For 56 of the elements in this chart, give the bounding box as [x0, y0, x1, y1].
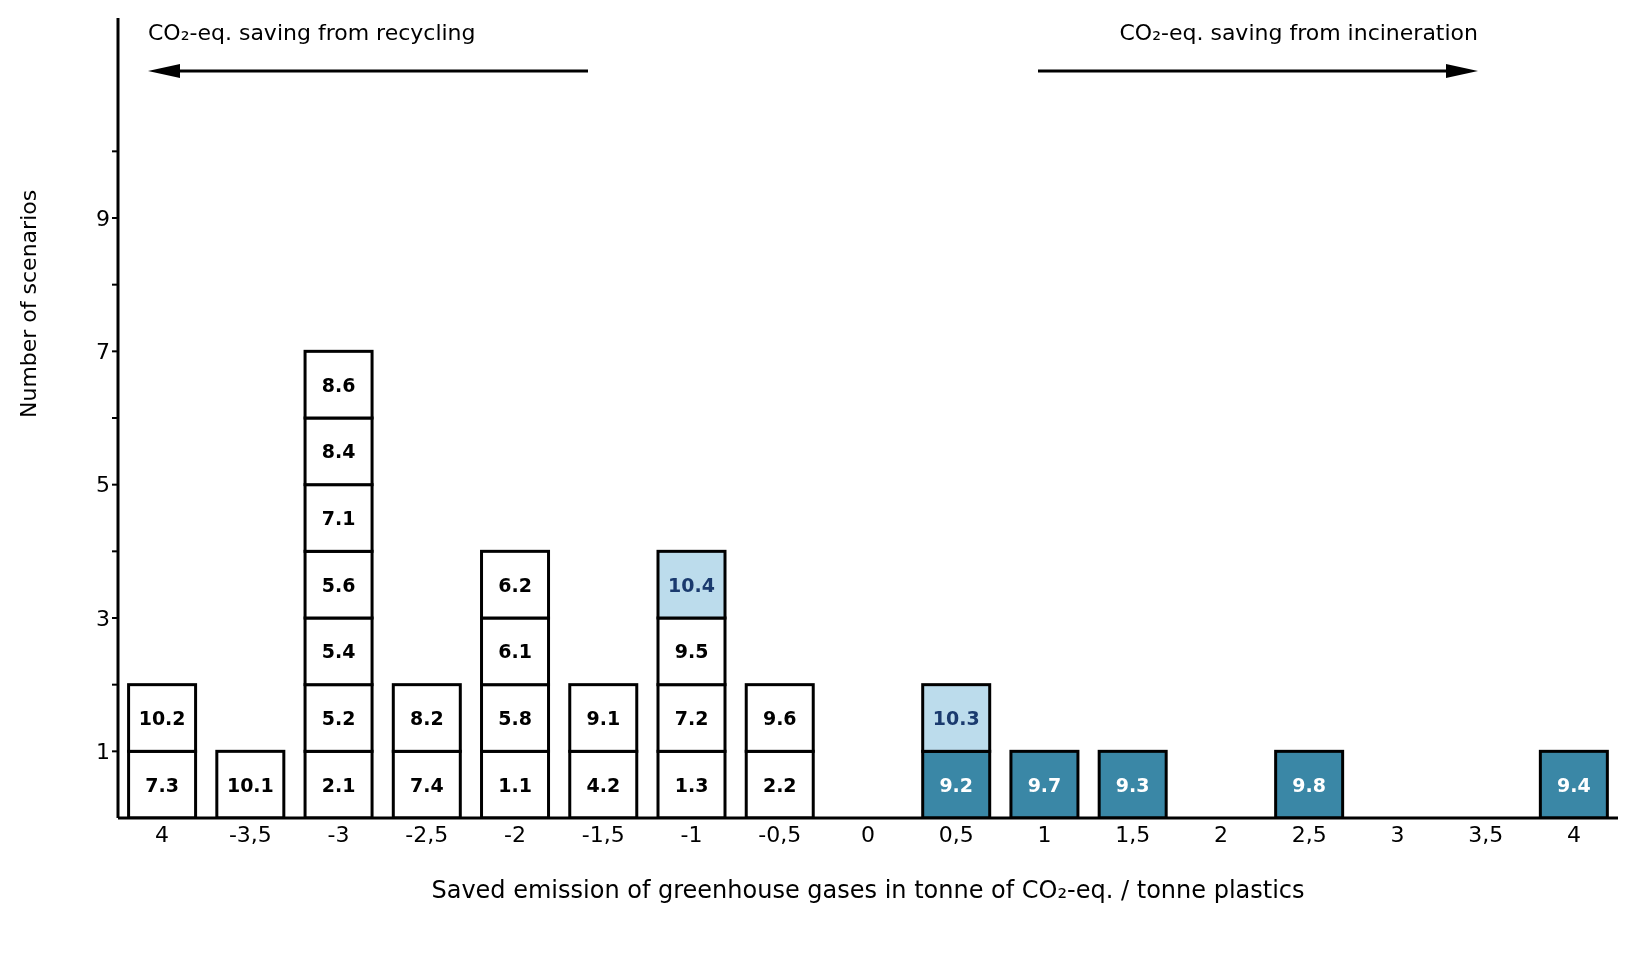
- x-tick-label: -0,5: [758, 821, 802, 847]
- x-tick-label: 2: [1213, 821, 1228, 847]
- annotation: 1.1: [498, 773, 532, 796]
- x-tick-label: -3: [327, 821, 350, 847]
- annotation: 5.4: [321, 640, 356, 663]
- annotation: 10.3: [932, 707, 980, 729]
- x-tick-label: 0: [861, 821, 875, 847]
- x-tick-label: 3: [1390, 821, 1405, 847]
- annotation: 10.4: [668, 573, 715, 596]
- x-tick-label: -3,5: [228, 821, 272, 847]
- annotation: 9.3: [1115, 773, 1150, 796]
- annotation: 9.2: [939, 773, 974, 796]
- annotation: 9.8: [1292, 773, 1327, 796]
- annotation: 9.1: [586, 707, 621, 729]
- annotation: 5.8: [498, 707, 532, 729]
- x-axis-title: Saved emission of greenhouse gases in tonne of CO₂-eq. / tonne plastics: [431, 876, 1305, 904]
- annotation: 7.4: [409, 773, 444, 796]
- y-tick-label: 7: [96, 339, 110, 365]
- y-tick-label: 3: [96, 605, 110, 631]
- x-tick-label: 1: [1037, 821, 1052, 847]
- annotation: 10.1: [226, 773, 274, 796]
- annotation: 2.2: [762, 773, 797, 796]
- x-tick-label: -1: [680, 821, 703, 847]
- annotation: 10.2: [138, 707, 186, 729]
- y-tick-label: 5: [96, 472, 110, 498]
- annotation: 9.5: [674, 640, 709, 663]
- annotation: 6.1: [498, 640, 532, 663]
- annotation: 9.7: [1027, 773, 1062, 796]
- x-tick-label: 4: [155, 821, 170, 847]
- x-tick-label: 4: [1566, 821, 1581, 847]
- annotation: 7.1: [321, 507, 356, 529]
- y-tick-label: 1: [96, 739, 110, 765]
- annotation: 8.4: [321, 440, 356, 463]
- annotation: 6.2: [498, 573, 532, 596]
- x-tick-label: 0,5: [938, 821, 974, 847]
- annotation: 2.1: [321, 773, 356, 796]
- x-tick-label: -2: [504, 821, 527, 847]
- x-tick-label: 3,5: [1468, 821, 1504, 847]
- annotation: 5.2: [321, 707, 356, 729]
- x-tick-label: -2,5: [405, 821, 449, 847]
- y-axis-title: Number of scenarios: [15, 189, 41, 418]
- annotation: 9.4: [1557, 773, 1591, 796]
- annotation: 8.2: [409, 707, 444, 729]
- x-tick-label: -1,5: [581, 821, 625, 847]
- annotation: 8.6: [321, 373, 356, 396]
- annotation: 9.6: [762, 707, 797, 729]
- x-tick-label: 1,5: [1115, 821, 1151, 847]
- annotation: 7.2: [674, 707, 709, 729]
- x-tick-label: 2,5: [1291, 821, 1327, 847]
- annotation: 4.2: [586, 773, 621, 796]
- y-tick-label: 9: [96, 205, 110, 231]
- annotation: CO₂-eq. saving from incineration: [1118, 20, 1478, 45]
- annotation: 5.6: [321, 573, 356, 596]
- annotation: CO₂-eq. saving from recycling: [148, 20, 477, 45]
- annotation: 7.3: [145, 773, 179, 796]
- annotation: 1.3: [674, 773, 709, 796]
